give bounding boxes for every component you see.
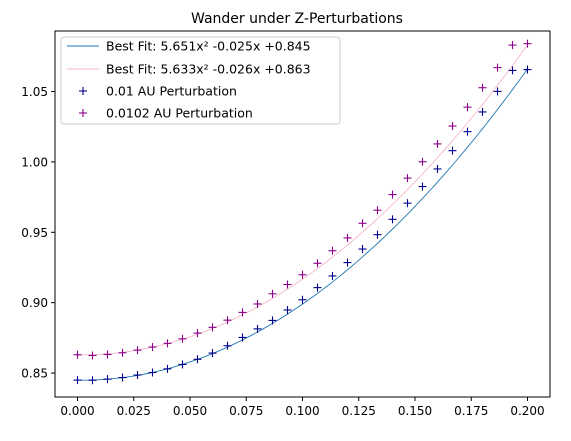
y-tick-label: 0.85 (21, 367, 48, 381)
data-point-0.0102 (103, 350, 112, 359)
data-point-0.0102 (373, 206, 382, 215)
y-tick-label: 1.00 (21, 155, 48, 169)
data-point-0.0102 (478, 83, 487, 92)
data-point-0.0102 (463, 103, 472, 112)
data-point-0.01 (163, 364, 172, 373)
data-point-0.0102 (388, 190, 397, 199)
data-point-0.01 (403, 199, 412, 208)
data-point-0.01 (103, 375, 112, 384)
legend: Best Fit: 5.651x² -0.025x +0.845 Best Fi… (60, 36, 341, 125)
y-tick-label: 1.05 (21, 85, 48, 99)
data-point-0.01 (478, 107, 487, 116)
y-tick-label: 0.90 (21, 296, 48, 310)
y-tick-label: 0.95 (21, 226, 48, 240)
legend-box (60, 36, 341, 125)
data-point-0.01 (418, 182, 427, 191)
x-axis-ticks: 0.000 0.025 0.050 0.075 0.100 0.125 0.150 0.175… (60, 397, 545, 418)
data-point-0.01 (463, 127, 472, 136)
data-point-0.01 (73, 376, 82, 385)
data-point-0.01 (148, 368, 157, 377)
data-point-0.01 (253, 324, 262, 333)
data-point-0.0102 (133, 346, 142, 355)
data-point-0.0102 (268, 289, 277, 298)
data-point-0.0102 (433, 139, 442, 148)
x-tick-label: 0.125 (342, 404, 376, 418)
legend-label-fit-1: Best Fit: 5.651x² -0.025x +0.845 (106, 39, 311, 54)
data-point-0.01 (508, 66, 517, 75)
data-point-0.01 (343, 258, 352, 267)
legend-label-fit-2: Best Fit: 5.633x² -0.026x +0.863 (106, 62, 311, 77)
x-tick-label: 0.150 (398, 404, 432, 418)
data-point-0.0102 (403, 174, 412, 183)
data-point-0.01 (133, 371, 142, 380)
data-point-0.01 (88, 376, 97, 385)
data-point-0.01 (358, 245, 367, 254)
data-point-0.0102 (523, 39, 532, 48)
x-tick-label: 0.000 (60, 404, 94, 418)
x-tick-label: 0.075 (229, 404, 263, 418)
data-point-0.01 (493, 87, 502, 96)
data-point-0.01 (373, 230, 382, 239)
data-point-0.01 (268, 316, 277, 325)
data-point-0.0102 (313, 259, 322, 268)
x-tick-label: 0.175 (454, 404, 488, 418)
data-point-0.01 (313, 283, 322, 292)
data-point-0.0102 (508, 41, 517, 50)
x-tick-label: 0.050 (173, 404, 207, 418)
data-point-0.01 (208, 349, 217, 358)
x-tick-label: 0.100 (285, 404, 319, 418)
legend-marker-0.01 (79, 87, 87, 95)
data-point-0.01 (433, 164, 442, 173)
data-point-0.01 (193, 355, 202, 364)
data-point-0.0102 (343, 233, 352, 242)
data-point-0.0102 (328, 246, 337, 255)
plot-area (73, 39, 532, 385)
y-axis-ticks: 0.85 0.90 0.95 1.00 1.05 (21, 85, 55, 381)
data-point-0.0102 (193, 329, 202, 338)
data-point-0.01 (328, 271, 337, 280)
data-point-0.01 (448, 146, 457, 155)
data-point-0.0102 (148, 343, 157, 352)
data-point-0.0102 (358, 219, 367, 228)
data-point-0.01 (388, 215, 397, 224)
chart-title: Wander under Z-Perturbations (191, 11, 403, 27)
data-point-0.0102 (178, 334, 187, 343)
data-point-0.0102 (283, 280, 292, 289)
legend-plus-0.0102 (79, 109, 87, 117)
x-tick-label: 0.200 (510, 404, 544, 418)
data-point-0.0102 (163, 339, 172, 348)
legend-plus-0.01 (79, 87, 87, 95)
data-point-0.0102 (223, 316, 232, 325)
data-point-0.0102 (493, 63, 502, 72)
data-point-0.01 (178, 360, 187, 369)
data-point-0.0102 (298, 270, 307, 279)
data-point-0.0102 (208, 323, 217, 332)
legend-label-0.0102: 0.0102 AU Perturbation (106, 106, 253, 121)
axes-frame (54, 30, 551, 398)
data-point-0.0102 (253, 299, 262, 308)
data-point-0.01 (523, 65, 532, 74)
legend-label-0.01: 0.01 AU Perturbation (106, 84, 237, 99)
legend-marker-0.0102 (79, 109, 87, 117)
data-point-0.0102 (88, 351, 97, 360)
data-point-0.01 (118, 373, 127, 382)
data-point-0.0102 (73, 350, 82, 359)
data-point-0.01 (298, 295, 307, 304)
data-point-0.01 (238, 333, 247, 342)
x-tick-label: 0.025 (117, 404, 151, 418)
data-point-0.0102 (418, 157, 427, 166)
data-point-0.01 (223, 341, 232, 350)
data-point-0.0102 (118, 348, 127, 357)
data-point-0.0102 (448, 122, 457, 131)
data-point-0.0102 (238, 308, 247, 317)
data-point-0.01 (283, 306, 292, 315)
